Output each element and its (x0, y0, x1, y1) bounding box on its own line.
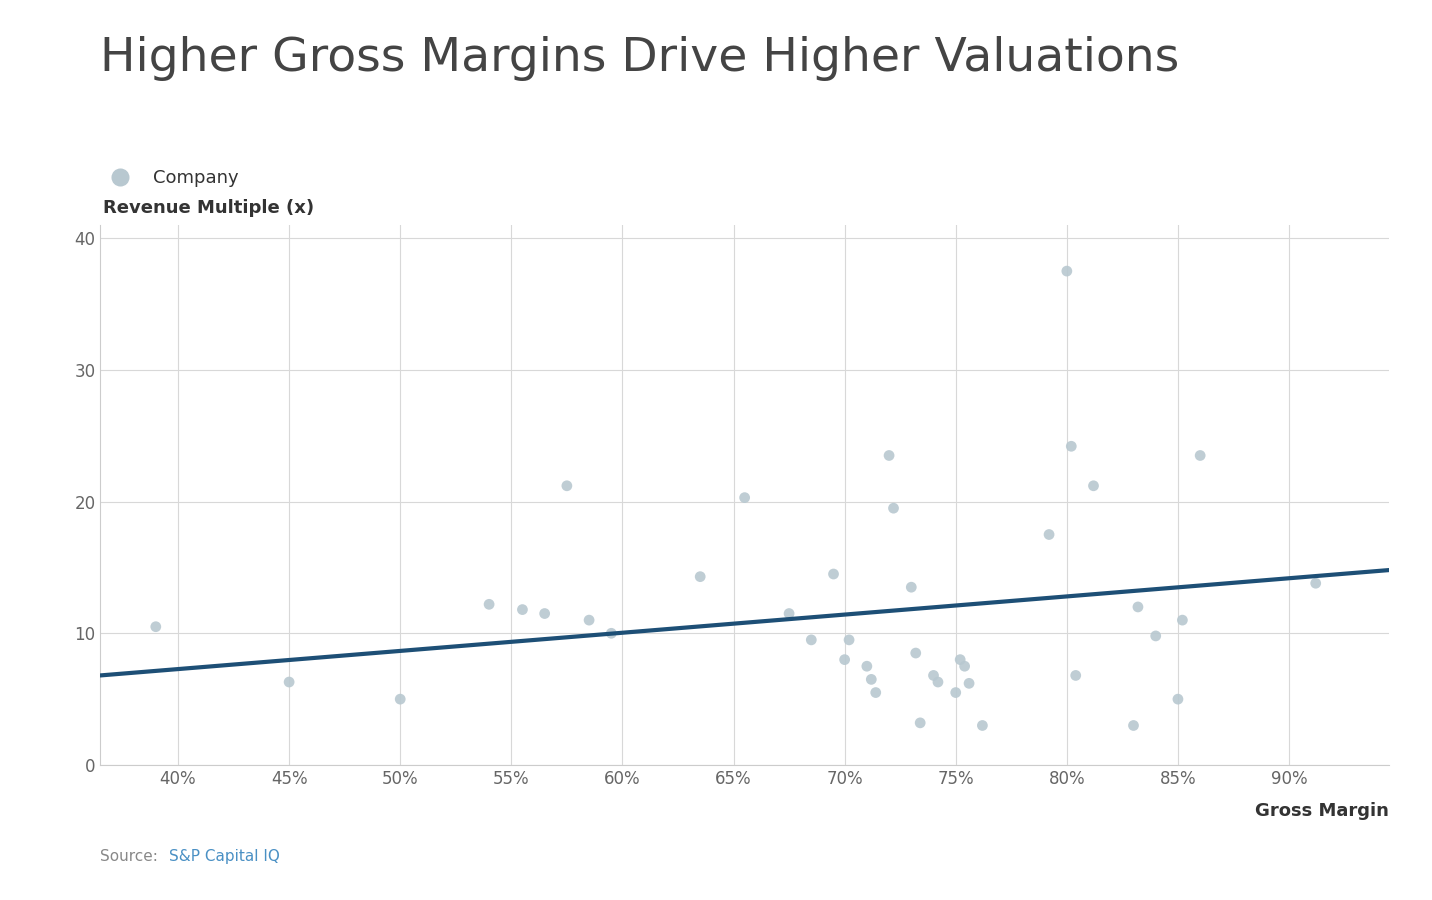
Legend: Company: Company (95, 162, 245, 194)
Point (600, 626, 623, 641)
Point (1055, 264, 1078, 278)
Point (1123, 718, 1146, 733)
Point (833, 652, 856, 667)
Point (838, 633, 861, 647)
Point (1038, 527, 1061, 542)
Point (511, 602, 534, 616)
Point (778, 607, 800, 621)
Point (855, 659, 878, 673)
Point (949, 652, 972, 667)
Point (1064, 668, 1087, 682)
Point (577, 613, 600, 627)
Point (800, 633, 823, 647)
Point (944, 686, 967, 700)
Text: Higher Gross Margins Drive Higher Valuations: Higher Gross Margins Drive Higher Valuat… (100, 36, 1180, 81)
Point (689, 570, 712, 584)
Point (958, 676, 981, 690)
Point (1305, 576, 1327, 590)
Point (1171, 613, 1194, 627)
Point (478, 597, 501, 611)
Point (1189, 448, 1211, 463)
Point (1083, 479, 1106, 493)
Point (1144, 629, 1167, 643)
Point (954, 659, 977, 673)
Point (859, 672, 882, 687)
Point (533, 607, 556, 621)
Point (882, 501, 905, 516)
Point (865, 686, 888, 700)
Point (1060, 439, 1083, 454)
Text: Revenue Multiple (x): Revenue Multiple (x) (103, 199, 314, 217)
X-axis label: Gross Margin: Gross Margin (1256, 802, 1389, 820)
Point (388, 692, 411, 706)
Point (971, 718, 994, 733)
Point (278, 675, 301, 689)
Point (927, 675, 949, 689)
Point (1127, 599, 1150, 614)
Point (899, 580, 922, 594)
Point (922, 668, 945, 682)
Text: Source:: Source: (100, 849, 163, 864)
Point (733, 491, 756, 505)
Point (904, 646, 927, 661)
Text: S&P Capital IQ: S&P Capital IQ (169, 849, 279, 864)
Point (145, 619, 168, 634)
Point (822, 567, 845, 581)
Point (909, 716, 932, 730)
Point (556, 479, 579, 493)
Point (1167, 692, 1190, 706)
Point (878, 448, 901, 463)
